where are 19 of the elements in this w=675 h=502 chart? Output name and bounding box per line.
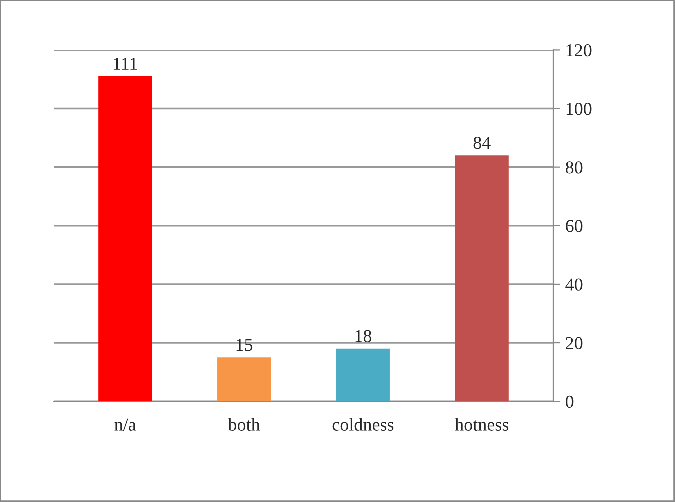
bar <box>98 76 152 402</box>
data-label: 111 <box>114 58 138 70</box>
y-tick-label: 0 <box>566 396 574 408</box>
x-tick-label: both <box>228 418 260 431</box>
y-tick-label: 60 <box>566 220 583 232</box>
x-tick-label: hotness <box>455 418 509 431</box>
bar <box>455 156 509 402</box>
y-tick-label: 80 <box>566 162 583 174</box>
data-label: 18 <box>356 330 372 342</box>
x-tick-label: coldness <box>332 418 394 431</box>
data-label: 84 <box>474 136 491 150</box>
y-tick-label: 20 <box>566 337 583 350</box>
data-label: 15 <box>236 339 253 352</box>
bar <box>218 358 272 402</box>
x-tick-label: n/a <box>114 418 136 431</box>
y-tick-label: 120 <box>566 44 592 57</box>
bar <box>336 348 390 402</box>
y-tick-label: 100 <box>566 103 592 116</box>
y-tick-label: 40 <box>566 278 583 291</box>
